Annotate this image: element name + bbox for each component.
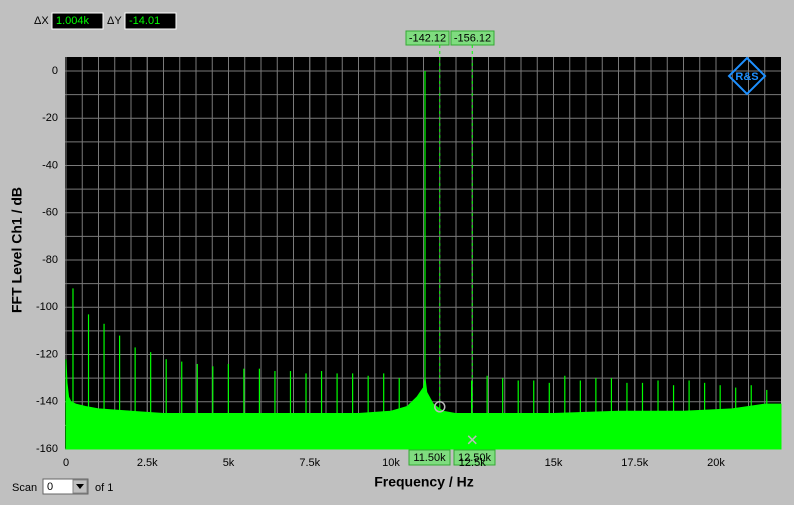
x-tick-label: 15k — [545, 457, 563, 469]
scan-of: of 1 — [95, 482, 113, 494]
cursor-marker — [434, 401, 446, 413]
cursor-y-label: -142.12 — [409, 32, 446, 44]
y-tick-label: -100 — [36, 301, 58, 313]
cursor-marker — [467, 435, 477, 445]
y-tick-label: -120 — [36, 348, 58, 360]
scan-arrow — [76, 484, 84, 489]
x-tick-label: 7.5k — [299, 457, 320, 469]
x-axis-label: Frequency / Hz — [374, 474, 474, 490]
grid — [65, 57, 781, 450]
delta-y-label: ΔY — [107, 15, 122, 27]
logo: R&S — [727, 56, 767, 96]
traces — [65, 70, 782, 450]
cursor-x-label: 12.50k — [458, 452, 492, 464]
x-tick-label: 20k — [707, 457, 725, 469]
y-tick-label: -80 — [42, 254, 58, 266]
cursor-y-box — [405, 30, 450, 46]
x-tick-label: 2.5k — [137, 457, 158, 469]
scan-select[interactable]: 0 — [42, 478, 89, 495]
delta-x-label: ΔX — [34, 15, 49, 27]
y-tick-label: -160 — [36, 443, 58, 455]
cursor-y-box — [450, 30, 495, 46]
y-tick-label: -20 — [42, 112, 58, 124]
delta-y-value: -14.01 — [129, 15, 160, 27]
logo-text: R&S — [735, 71, 758, 83]
cursor-x-label: 11.50k — [413, 452, 446, 464]
y-tick-label: -60 — [42, 207, 58, 219]
cursor-x-box — [408, 449, 451, 466]
labels: 0 -20 -40 -60 -80 -100 -120 -140 -160 0 2.5k 5k 7.5k… — [36, 65, 725, 469]
cursor-y-label: -156.12 — [454, 32, 491, 44]
x-tick-label: 0 — [63, 457, 69, 469]
x-tick-label: 17.5k — [621, 457, 648, 469]
cursor-x-box — [453, 449, 496, 466]
y-tick-label: -40 — [42, 159, 58, 171]
y-axis-label: FFT Level Ch1 / dB — [9, 187, 25, 313]
delta-x-value: 1.004k — [56, 15, 90, 27]
x-tick-label: 12.5k — [459, 457, 486, 469]
y-tick-label: 0 — [52, 65, 58, 77]
logo-diamond — [727, 56, 767, 96]
delta-y-box — [124, 12, 177, 30]
cursors: -142.12 11.50k -156.12 12.50k — [405, 30, 496, 466]
x-tick-label: 10k — [382, 457, 400, 469]
delta-x-box — [51, 12, 104, 30]
x-tick-label: 5k — [223, 457, 235, 469]
scan-label: Scan — [12, 482, 37, 494]
noise-floor — [65, 359, 782, 450]
y-tick-label: -140 — [36, 396, 58, 408]
scan-value[interactable]: 0 — [47, 481, 53, 493]
